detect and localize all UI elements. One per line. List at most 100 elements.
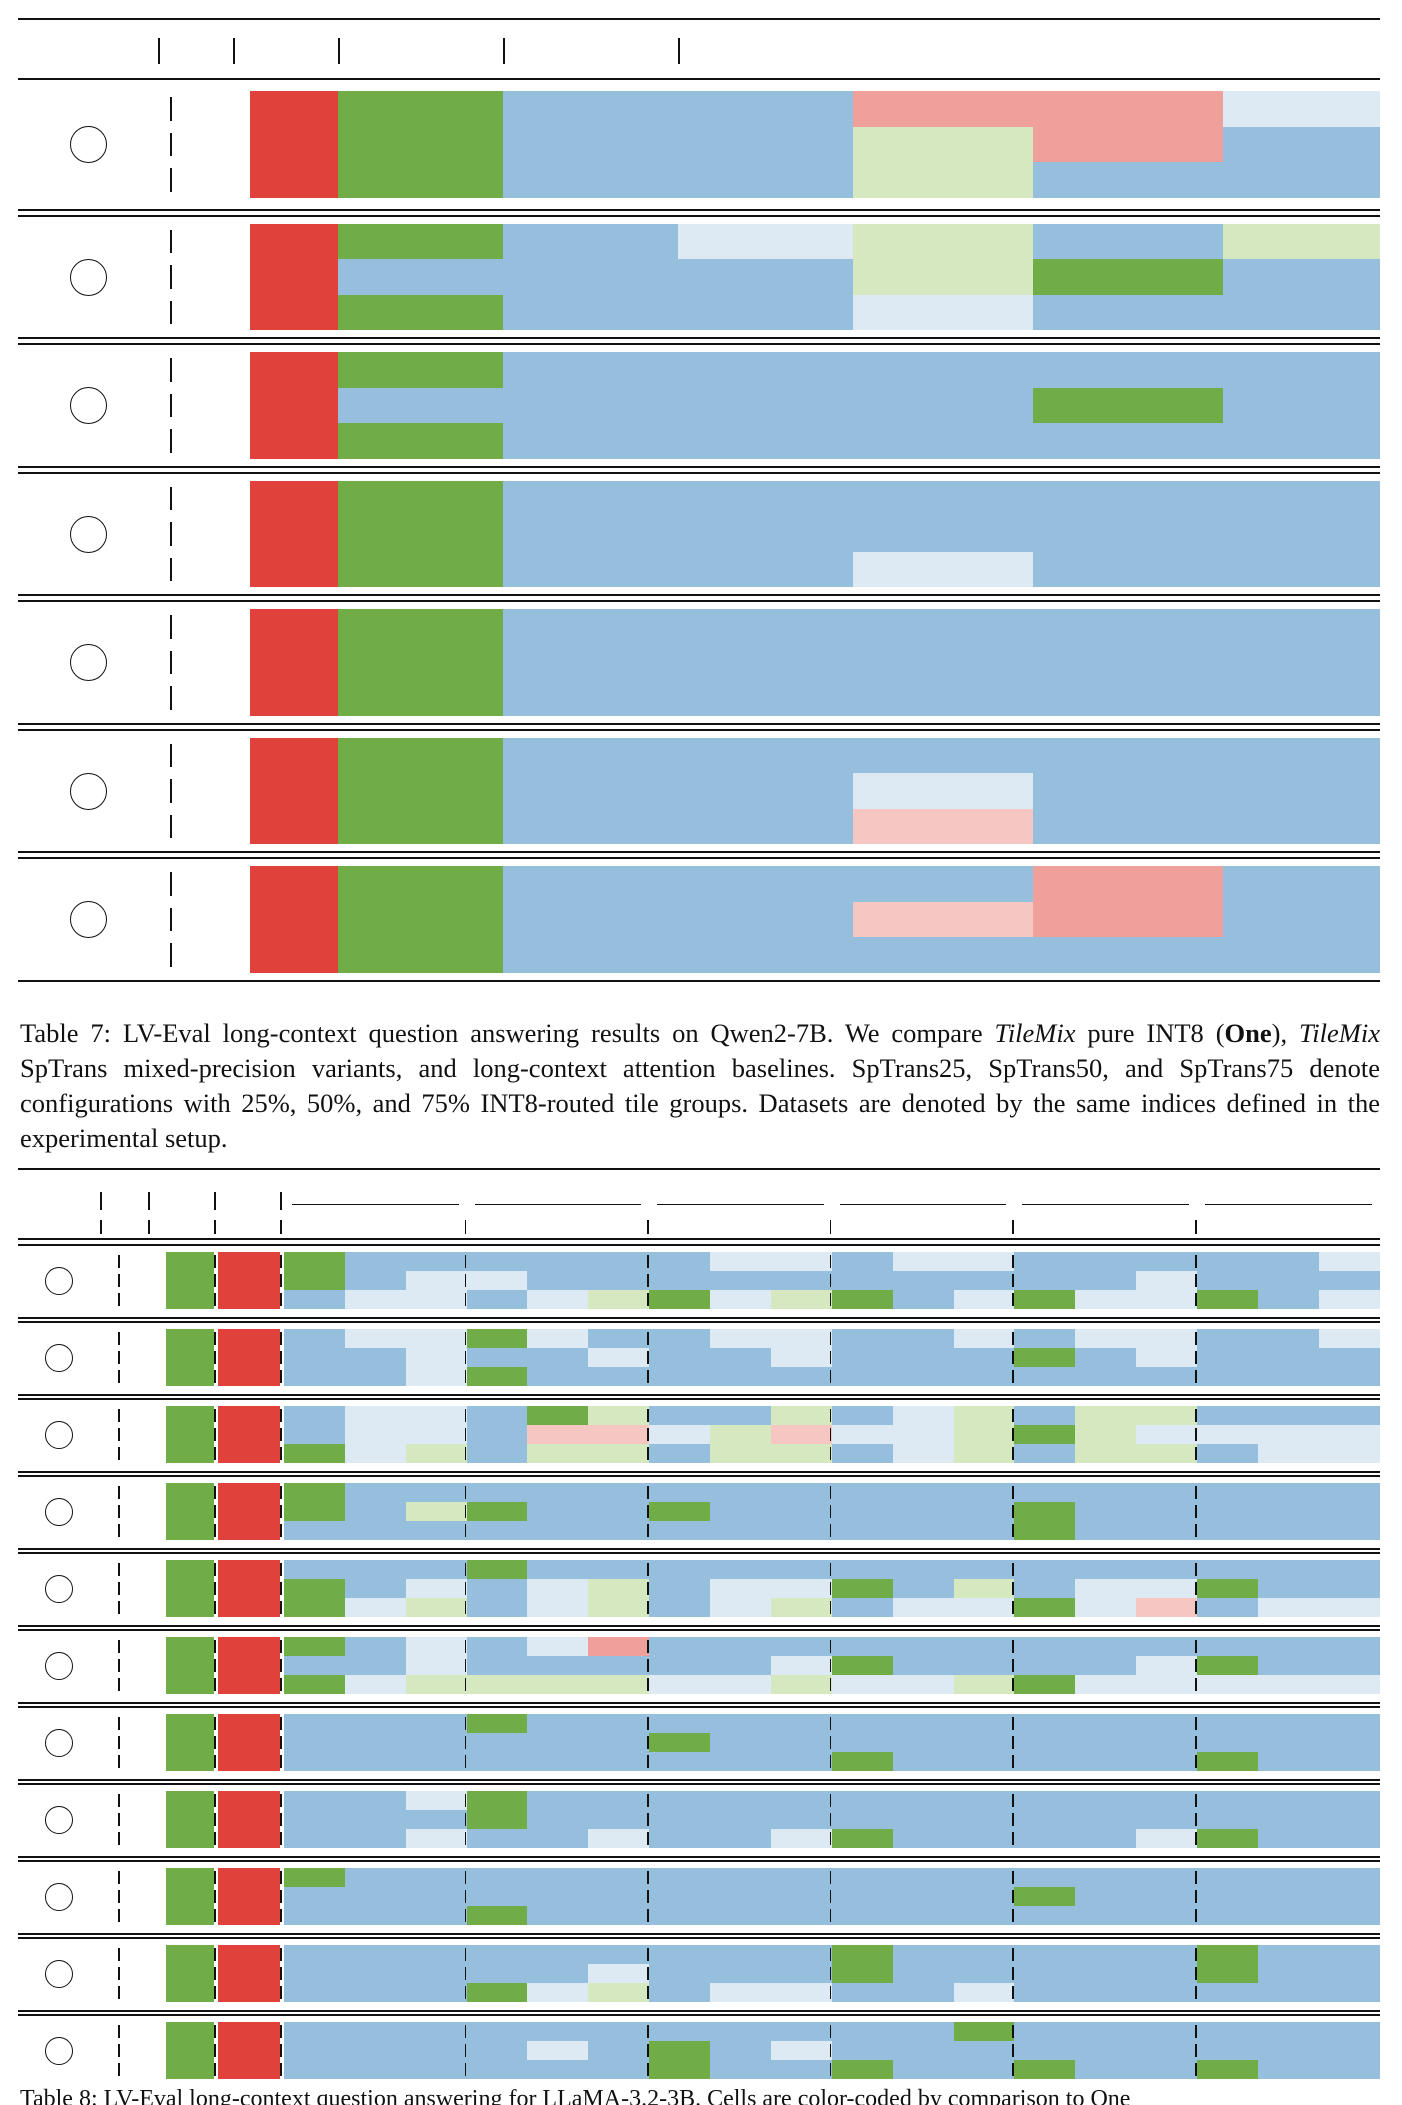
len-label bbox=[120, 1329, 162, 1348]
dataset-index-icon bbox=[45, 1574, 73, 1603]
column-separator bbox=[118, 1486, 120, 1499]
column-separator bbox=[280, 1255, 282, 1268]
table-cell bbox=[1257, 1964, 1319, 1983]
table-cell bbox=[1075, 1906, 1137, 1925]
len-label bbox=[120, 1945, 162, 1964]
block-divider bbox=[18, 1706, 1380, 1708]
column-separator bbox=[170, 522, 172, 546]
table-cell bbox=[649, 1252, 711, 1271]
table-cell bbox=[166, 1329, 214, 1348]
table-cell bbox=[588, 1733, 650, 1752]
len-label bbox=[120, 1483, 162, 1502]
column-separator bbox=[647, 1659, 649, 1672]
table-cell bbox=[466, 1637, 528, 1656]
column-separator bbox=[829, 1582, 832, 1595]
len-label bbox=[120, 1502, 162, 1521]
column-separator bbox=[647, 1409, 649, 1422]
table-cell bbox=[892, 1367, 954, 1386]
column-separator bbox=[214, 1736, 216, 1749]
table-cell bbox=[710, 1252, 771, 1271]
table-cell bbox=[770, 1791, 832, 1810]
column-separator bbox=[829, 2025, 832, 2038]
table-cell bbox=[527, 1964, 589, 1983]
table-cell bbox=[344, 1964, 406, 1983]
table-cell bbox=[678, 126, 853, 162]
column-separator bbox=[214, 1582, 216, 1595]
table-cell bbox=[527, 1656, 589, 1675]
table-cell bbox=[1257, 1252, 1319, 1271]
dataset-block-3 bbox=[18, 1394, 1380, 1471]
table-cell bbox=[466, 1964, 528, 1983]
table-cell bbox=[1136, 2060, 1197, 2079]
table-cell bbox=[405, 1483, 467, 1502]
caption-text: ), bbox=[1271, 1018, 1300, 1048]
table-cell bbox=[405, 1271, 467, 1290]
table-cell bbox=[1223, 352, 1380, 388]
table-cell bbox=[1075, 1367, 1137, 1386]
table-cell bbox=[953, 2022, 1015, 2041]
column-separator bbox=[1195, 2044, 1197, 2057]
table-cell bbox=[892, 1406, 954, 1425]
table-cell bbox=[678, 223, 853, 259]
table-cell bbox=[1197, 1502, 1258, 1521]
block-divider bbox=[18, 471, 1380, 474]
table-cell bbox=[1197, 1290, 1258, 1309]
table-cell bbox=[344, 1367, 406, 1386]
table-cell bbox=[284, 1502, 345, 1521]
column-separator bbox=[829, 1717, 832, 1730]
len-label bbox=[120, 1810, 162, 1829]
table-cell bbox=[1257, 1579, 1319, 1598]
table-cell bbox=[166, 1868, 214, 1887]
table-cell bbox=[1075, 1483, 1137, 1502]
column-separator bbox=[214, 1524, 216, 1537]
table-cell bbox=[250, 644, 338, 680]
table-cell bbox=[218, 1906, 280, 1925]
table-cell bbox=[588, 1579, 650, 1598]
table-cell bbox=[218, 2041, 280, 2060]
table-cell bbox=[1257, 2041, 1319, 2060]
table-cell bbox=[892, 1752, 954, 1771]
len-label bbox=[120, 1656, 162, 1675]
column-separator bbox=[214, 1220, 216, 1234]
table-cell bbox=[250, 551, 338, 587]
table-cell bbox=[649, 1406, 711, 1425]
table-cell bbox=[710, 1521, 771, 1540]
dataset-block-8 bbox=[18, 465, 1380, 595]
table-cell bbox=[527, 2060, 589, 2079]
column-separator bbox=[214, 1659, 216, 1672]
column-separator bbox=[280, 1428, 282, 1441]
len-label bbox=[120, 1752, 162, 1771]
table-cell bbox=[218, 1810, 280, 1829]
len-label bbox=[120, 1733, 162, 1752]
len-label bbox=[174, 645, 234, 681]
table-cell bbox=[1014, 1560, 1076, 1579]
column-separator bbox=[170, 300, 172, 324]
table-cell bbox=[678, 644, 853, 680]
column-separator bbox=[647, 1601, 649, 1614]
table-cell bbox=[678, 352, 853, 388]
table-cell bbox=[166, 1791, 214, 1810]
column-separator bbox=[829, 1563, 832, 1576]
table-cell bbox=[466, 1502, 528, 1521]
table-cell bbox=[1223, 294, 1380, 330]
column-separator bbox=[503, 38, 505, 64]
dataset-block-10 bbox=[18, 722, 1380, 852]
table-cell bbox=[405, 1579, 467, 1598]
column-separator bbox=[464, 1447, 467, 1460]
table-cell bbox=[405, 1752, 467, 1771]
column-separator bbox=[170, 743, 172, 767]
table-cell bbox=[1223, 773, 1380, 809]
column-separator bbox=[280, 1601, 282, 1614]
block-divider bbox=[18, 1471, 1380, 1473]
column-separator bbox=[1195, 1428, 1197, 1441]
table-cell bbox=[1033, 387, 1223, 423]
table-cell bbox=[503, 294, 678, 330]
table-cell bbox=[1136, 1906, 1197, 1925]
column-separator bbox=[280, 1447, 282, 1460]
table-cell bbox=[218, 1502, 280, 1521]
len-label bbox=[174, 809, 234, 845]
table-cell bbox=[1136, 2022, 1197, 2041]
block-divider bbox=[18, 1933, 1380, 1935]
column-separator bbox=[100, 1192, 102, 1210]
column-separator bbox=[647, 1293, 649, 1306]
